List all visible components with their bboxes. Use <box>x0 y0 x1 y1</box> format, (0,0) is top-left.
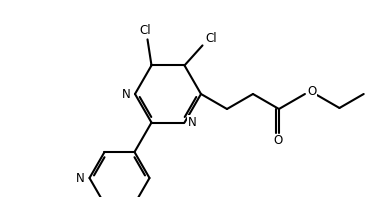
Text: N: N <box>187 116 196 129</box>
Text: N: N <box>122 87 131 100</box>
Text: Cl: Cl <box>206 32 217 45</box>
Text: N: N <box>76 172 84 185</box>
Text: Cl: Cl <box>140 24 151 37</box>
Text: O: O <box>307 85 317 98</box>
Text: O: O <box>273 135 282 148</box>
